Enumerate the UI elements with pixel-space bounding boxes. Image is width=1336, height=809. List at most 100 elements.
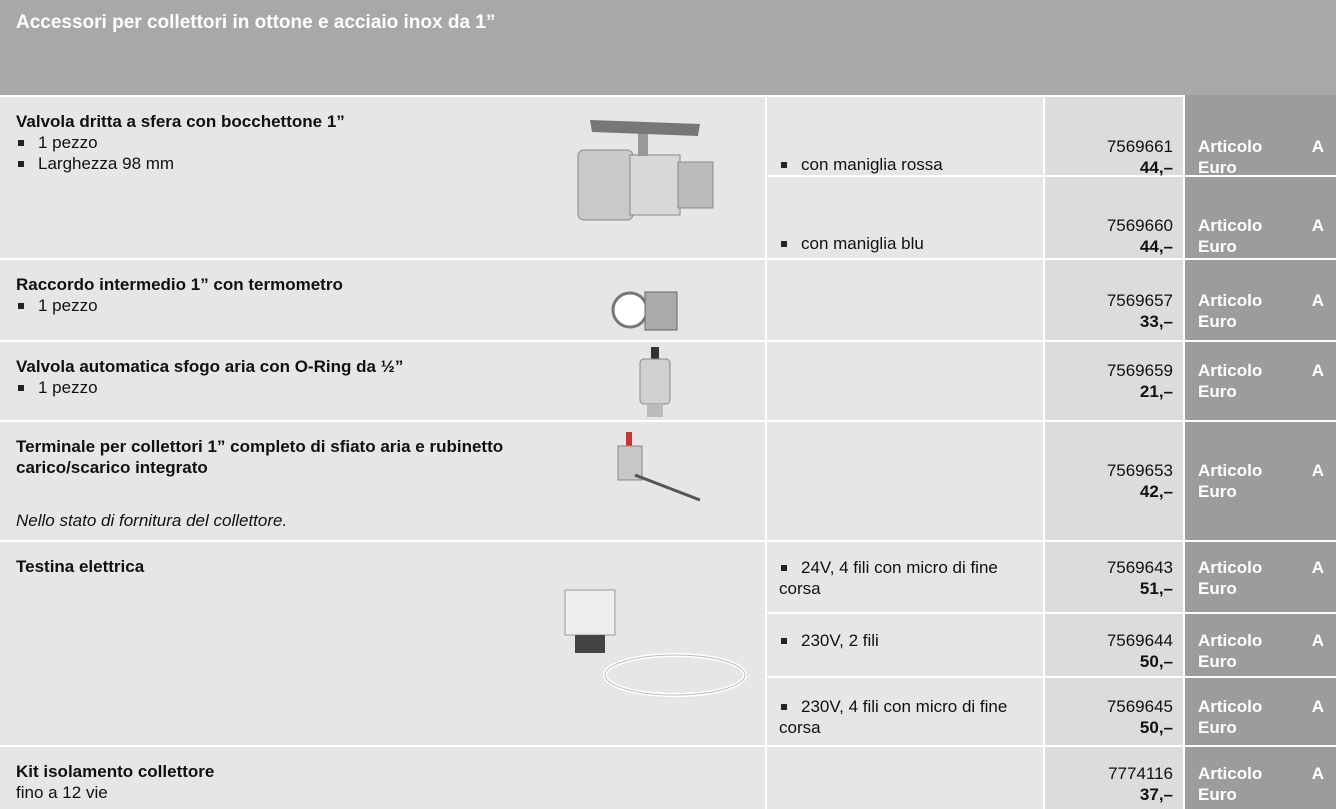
- option-cell: [767, 747, 1043, 809]
- row-description: Kit isolamento collettore fino a 12 vie: [0, 747, 765, 809]
- code-cell: 7569645 50,–: [1045, 678, 1183, 745]
- article-code: 7569653: [1106, 461, 1173, 480]
- class-label: A: [1311, 461, 1324, 480]
- label-line: Articolo A: [1198, 460, 1324, 481]
- price: 44,–: [1139, 158, 1173, 177]
- option-cell: con maniglia rossa: [767, 97, 1043, 175]
- price: 50,–: [1139, 718, 1173, 737]
- row-description: Terminale per collettori 1” completo di …: [0, 422, 765, 540]
- option-cell: 230V, 2 fili: [767, 614, 1043, 676]
- option-cell: 24V, 4 fili con micro di fine corsa: [767, 542, 1043, 612]
- label-line: Articolo A: [1198, 696, 1324, 717]
- article-code: 7569643: [1106, 558, 1173, 577]
- label-line: Articolo A: [1198, 630, 1324, 651]
- row-title: Terminale per collettori 1” completo di …: [16, 437, 504, 477]
- row-title: Raccordo intermedio 1” con termometro: [16, 275, 343, 294]
- article-label: Articolo: [1198, 461, 1263, 480]
- air-vent-image: [639, 347, 671, 417]
- row-note: Nello stato di fornitura del collettore.: [16, 511, 288, 530]
- class-label: A: [1311, 291, 1324, 310]
- row-description: Valvola automatica sfogo aria con O-Ring…: [0, 342, 765, 420]
- article-label: Articolo: [1198, 631, 1263, 650]
- price: 37,–: [1139, 785, 1173, 804]
- label-column-top: [1185, 95, 1336, 97]
- option-cell: con maniglia blu: [767, 177, 1043, 258]
- bullet: 1 pezzo: [16, 377, 551, 398]
- row-title: Kit isolamento collettore: [16, 762, 215, 781]
- currency-label: Euro: [1198, 158, 1237, 177]
- row-description: Testina elettrica: [0, 542, 765, 745]
- label-cell: Articolo A Euro: [1185, 422, 1336, 540]
- currency-label: Euro: [1198, 382, 1237, 401]
- option-label: 230V, 2 fili: [779, 630, 1033, 651]
- code-cell: 7569643 51,–: [1045, 542, 1183, 612]
- description-text: Valvola dritta a sfera con bocchettone 1…: [16, 111, 551, 174]
- option-cell: [767, 260, 1043, 340]
- currency-label: Euro: [1198, 237, 1237, 256]
- row-title: Valvola automatica sfogo aria con O-Ring…: [16, 357, 404, 376]
- header-title: Accessori per collettori in ottone e acc…: [0, 0, 1336, 95]
- label-cell: Articolo A Euro: [1185, 97, 1336, 177]
- class-label: A: [1311, 764, 1324, 783]
- code-cell: 7569661 44,–: [1045, 97, 1183, 177]
- row-title: Testina elettrica: [16, 557, 145, 576]
- option-cell: 230V, 4 fili con micro di fine corsa: [767, 678, 1043, 745]
- label-cell: Articolo A Euro: [1185, 342, 1336, 420]
- option-cell: [767, 422, 1043, 540]
- label-cell: Articolo A Euro: [1185, 177, 1336, 258]
- option-label: con maniglia rossa: [779, 154, 1033, 175]
- bullet: Larghezza 98 mm: [16, 153, 551, 174]
- class-label: A: [1311, 137, 1324, 156]
- description-text: Terminale per collettori 1” completo di …: [16, 436, 551, 531]
- article-label: Articolo: [1198, 291, 1263, 310]
- row-title: Valvola dritta a sfera con bocchettone 1…: [16, 112, 345, 131]
- currency-label: Euro: [1198, 785, 1237, 804]
- row-subtitle: fino a 12 vie: [16, 783, 108, 802]
- class-label: A: [1311, 216, 1324, 235]
- article-label: Articolo: [1198, 137, 1263, 156]
- class-label: A: [1311, 631, 1324, 650]
- code-cell: 7569644 50,–: [1045, 614, 1183, 676]
- article-label: Articolo: [1198, 558, 1263, 577]
- article-label: Articolo: [1198, 361, 1263, 380]
- label-cell: Articolo A Euro: [1185, 678, 1336, 745]
- article-code: 7569660: [1106, 216, 1173, 235]
- class-label: A: [1311, 558, 1324, 577]
- description-text: Testina elettrica: [16, 556, 551, 577]
- label-line: Articolo A: [1198, 557, 1324, 578]
- bullet: 1 pezzo: [16, 295, 551, 316]
- label-cell: Articolo A Euro: [1185, 542, 1336, 612]
- bullet: 1 pezzo: [16, 132, 551, 153]
- article-code: 7774116: [1108, 764, 1173, 783]
- label-line: Articolo A: [1198, 290, 1324, 311]
- label-line: Articolo A: [1198, 763, 1324, 784]
- article-code: 7569645: [1106, 697, 1173, 716]
- option-label: 24V, 4 fili con micro di fine corsa: [779, 557, 1033, 599]
- option-label: 230V, 4 fili con micro di fine corsa: [779, 696, 1033, 738]
- currency-label: Euro: [1198, 718, 1237, 737]
- code-cell: 7569659 21,–: [1045, 342, 1183, 420]
- terminal-image: [617, 432, 701, 502]
- description-text: Valvola automatica sfogo aria con O-Ring…: [16, 356, 551, 398]
- article-label: Articolo: [1198, 216, 1263, 235]
- currency-label: Euro: [1198, 482, 1237, 501]
- actuator-image: [564, 589, 747, 697]
- ball-valve-image: [577, 120, 714, 221]
- label-line: Articolo A: [1198, 360, 1324, 381]
- code-cell: 7774116 37,–: [1045, 747, 1183, 809]
- thermometer-fitting-image: [611, 291, 678, 331]
- option-label: con maniglia blu: [779, 233, 1033, 254]
- price: 21,–: [1139, 382, 1173, 401]
- option-cell: [767, 342, 1043, 420]
- article-code: 7569659: [1106, 361, 1173, 380]
- class-label: A: [1311, 361, 1324, 380]
- code-cell: 7569657 33,–: [1045, 260, 1183, 340]
- article-label: Articolo: [1198, 697, 1263, 716]
- price: 51,–: [1139, 579, 1173, 598]
- class-label: A: [1311, 697, 1324, 716]
- code-cell: 7569660 44,–: [1045, 177, 1183, 258]
- description-text: Kit isolamento collettore fino a 12 vie: [16, 761, 551, 803]
- label-line: Articolo A: [1198, 215, 1324, 236]
- label-cell: Articolo A Euro: [1185, 260, 1336, 340]
- currency-label: Euro: [1198, 652, 1237, 671]
